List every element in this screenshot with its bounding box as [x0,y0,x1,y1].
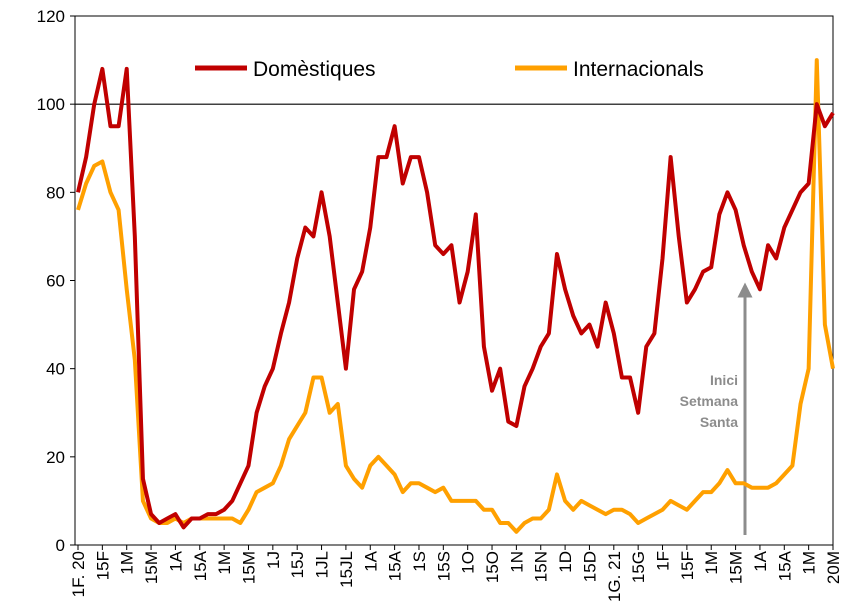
annotation-text: Inici [710,372,738,388]
y-tick-label: 80 [46,183,65,202]
x-tick-label: 1JL [313,551,332,578]
x-tick-label: 15M [142,551,161,584]
x-tick-label: 15D [580,551,599,582]
x-tick-label: 15A [386,550,405,581]
y-tick-label: 120 [37,7,65,26]
series-line [76,66,835,530]
y-tick-label: 40 [46,360,65,379]
x-tick-label: 15JL [337,551,356,588]
x-tick-label: 15F [678,551,697,580]
annotation-text: Santa [700,414,738,430]
x-tick-label: 15M [239,551,258,584]
x-tick-label: 15N [532,551,551,582]
x-tick-label: 15A [191,550,210,581]
x-tick-label: 1N [507,551,526,573]
x-tick-label: 1M [118,551,137,575]
x-tick-label: 15G [629,551,648,583]
x-tick-label: 15O [483,551,502,583]
x-tick-label: 1O [459,551,478,574]
y-tick-label: 100 [37,95,65,114]
legend-label: Domèstiques [253,58,376,81]
x-tick-label: 1F. 20 [69,551,88,597]
x-tick-label: 1S [410,551,429,572]
x-tick-label: 20M [824,551,843,584]
x-tick-label: 1G. 21 [605,551,624,602]
x-tick-label: 1A [361,550,380,571]
x-tick-label: 15M [727,551,746,584]
x-tick-label: 15S [434,551,453,581]
annotation-text: Setmana [680,393,739,409]
legend-label: Internacionals [573,58,704,81]
x-tick-label: 1A [166,550,185,571]
x-tick-label: 1D [556,551,575,573]
x-tick-label: 1J [264,551,283,569]
y-tick-label: 0 [56,536,65,555]
x-tick-label: 1A [751,550,770,571]
x-tick-label: 1M [215,551,234,575]
y-tick-label: 60 [46,272,65,291]
x-tick-label: 1M [800,551,819,575]
plot-frame [74,15,834,546]
x-tick-label: 15A [775,550,794,581]
x-tick-label: 1F [654,551,673,571]
x-tick-label: 15F [93,551,112,580]
x-tick-label: 15J [288,551,307,578]
y-tick-label: 20 [46,448,65,467]
x-tick-label: 1M [702,551,721,575]
series-line [76,58,835,534]
